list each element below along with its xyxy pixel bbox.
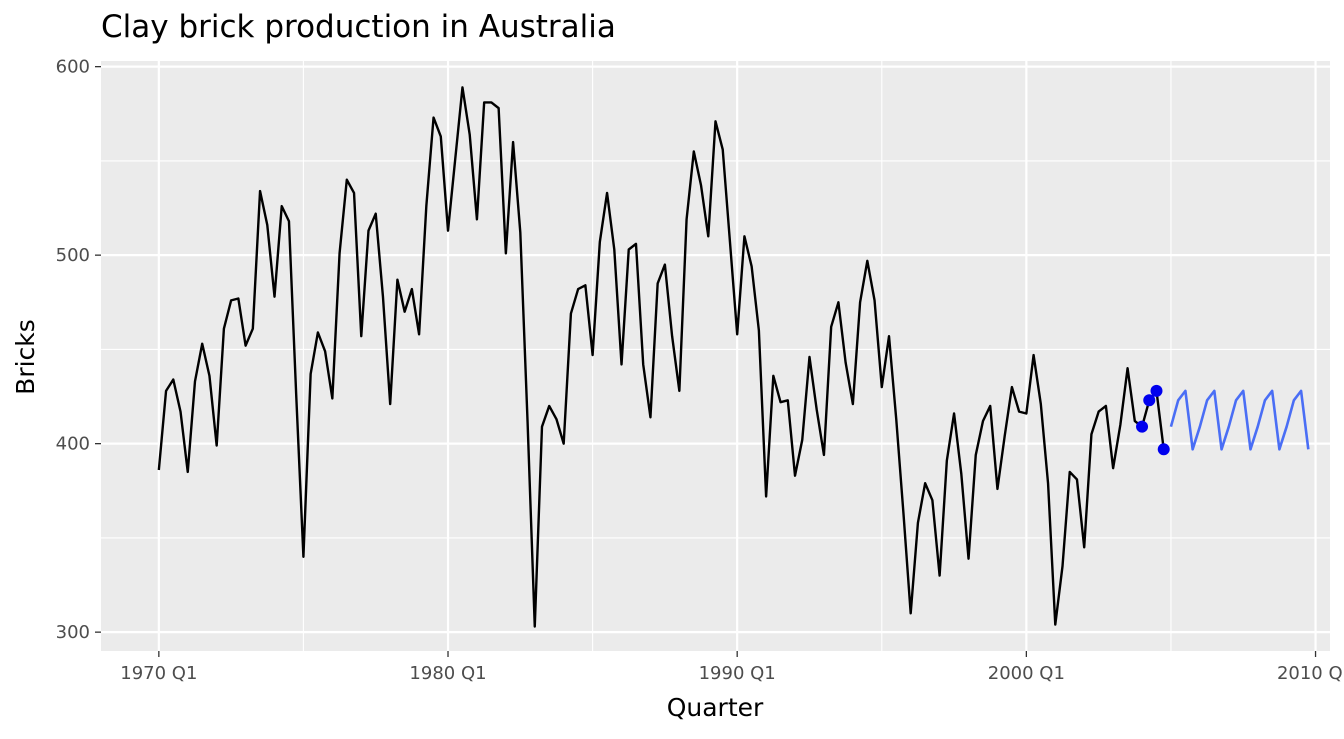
- observed-series-line: [157, 86, 1165, 628]
- x-tick-label: 1970 Q1: [120, 663, 197, 684]
- chart-title: Clay brick production in Australia: [101, 9, 616, 45]
- y-tick-label: 400: [56, 434, 90, 455]
- x-tick-label: 2010 Q1: [1277, 663, 1344, 684]
- x-tick-label: 2000 Q1: [988, 663, 1065, 684]
- highlighted-point: [1143, 394, 1156, 407]
- major-gridlines: [101, 61, 1330, 651]
- highlighted-point: [1150, 384, 1163, 397]
- x-tick-label: 1990 Q1: [699, 663, 776, 684]
- y-axis-title: Bricks: [11, 319, 40, 395]
- y-tick-label: 500: [56, 245, 90, 266]
- x-axis-title: Quarter: [667, 693, 764, 722]
- forecast-series-line: [1169, 389, 1310, 451]
- highlighted-point: [1157, 443, 1170, 456]
- x-axis: 1970 Q1 1980 Q1 1990 Q1 2000 Q1 2010 Q1: [120, 651, 1344, 684]
- highlighted-point: [1136, 420, 1149, 433]
- y-tick-label: 600: [56, 57, 90, 78]
- series-layer: [157, 86, 1310, 628]
- y-tick-label: 300: [56, 622, 90, 643]
- x-tick-label: 1980 Q1: [409, 663, 486, 684]
- y-axis: 300 400 500 600: [56, 57, 101, 643]
- plot-panel: [101, 61, 1330, 651]
